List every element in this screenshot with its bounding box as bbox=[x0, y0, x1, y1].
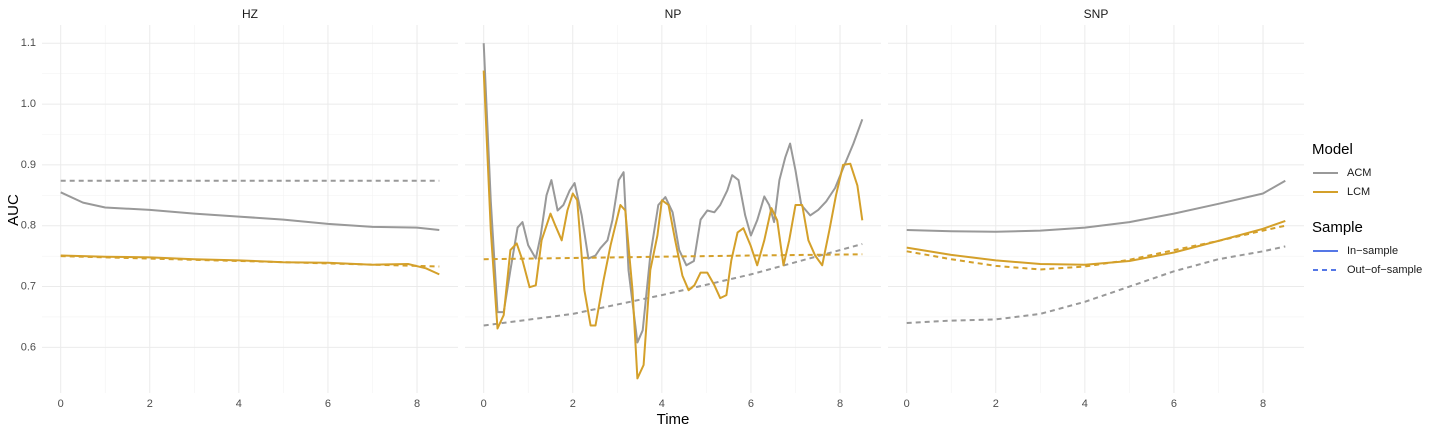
x-tick-label: 2 bbox=[570, 398, 576, 410]
y-axis-label: AUC bbox=[5, 194, 22, 226]
x-tick-label: 4 bbox=[1082, 398, 1088, 410]
data-line bbox=[482, 70, 864, 380]
x-tick-label: 0 bbox=[904, 398, 910, 410]
x-tick-label: 2 bbox=[147, 398, 153, 410]
data-line bbox=[906, 245, 1286, 324]
data-line bbox=[60, 191, 440, 231]
y-tick-label: 0.8 bbox=[21, 220, 36, 232]
x-tick-label: 0 bbox=[58, 398, 64, 410]
legend-title: Sample bbox=[1312, 219, 1363, 236]
data-line bbox=[60, 254, 440, 276]
data-line bbox=[482, 43, 864, 344]
panel-title: NP bbox=[665, 7, 682, 21]
legend-title: Model bbox=[1312, 141, 1353, 158]
data-line bbox=[906, 179, 1286, 233]
y-tick-label: 0.6 bbox=[21, 341, 36, 353]
x-tick-label: 8 bbox=[414, 398, 420, 410]
y-tick-label: 1.0 bbox=[21, 98, 36, 110]
x-tick-label: 2 bbox=[993, 398, 999, 410]
y-tick-label: 0.9 bbox=[21, 159, 36, 171]
x-tick-label: 6 bbox=[325, 398, 331, 410]
y-tick-label: 0.7 bbox=[21, 280, 36, 292]
legend-label: In−sample bbox=[1347, 245, 1398, 257]
x-tick-label: 4 bbox=[659, 398, 665, 410]
legend-label: LCM bbox=[1347, 186, 1370, 198]
data-line bbox=[906, 219, 1286, 266]
legend-label: Out−of−sample bbox=[1347, 264, 1422, 276]
panel-title: HZ bbox=[242, 7, 258, 21]
panel-title: SNP bbox=[1084, 7, 1109, 21]
x-tick-label: 4 bbox=[236, 398, 242, 410]
x-tick-label: 8 bbox=[1260, 398, 1266, 410]
x-axis-label: Time bbox=[657, 411, 690, 428]
x-tick-label: 6 bbox=[748, 398, 754, 410]
x-tick-label: 0 bbox=[481, 398, 487, 410]
x-tick-label: 8 bbox=[837, 398, 843, 410]
legend-label: ACM bbox=[1347, 167, 1371, 179]
data-line bbox=[483, 243, 863, 327]
x-tick-label: 6 bbox=[1171, 398, 1177, 410]
y-tick-label: 1.1 bbox=[21, 37, 36, 49]
